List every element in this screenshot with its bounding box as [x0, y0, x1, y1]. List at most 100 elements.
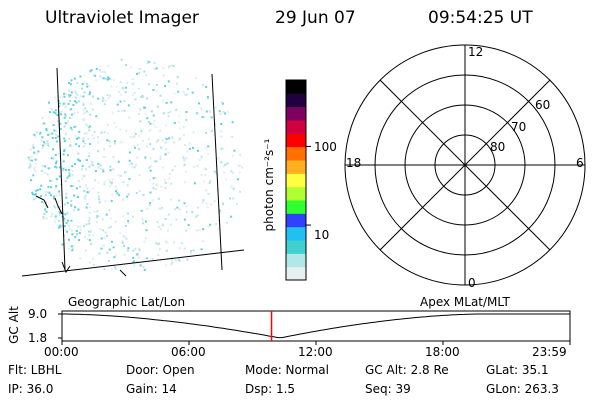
emission-pixel — [32, 146, 35, 149]
emission-pixel — [115, 85, 118, 88]
emission-pixel — [45, 201, 48, 204]
emission-pixel — [112, 246, 115, 249]
colorbar-block — [286, 186, 306, 201]
emission-pixel — [106, 78, 109, 81]
emission-pixel — [106, 124, 109, 127]
emission-pixel — [123, 109, 126, 112]
emission-pixel — [65, 196, 68, 199]
emission-pixel — [82, 103, 85, 106]
emission-pixel — [207, 97, 210, 100]
emission-pixel — [45, 128, 48, 130]
emission-pixel — [103, 236, 106, 239]
emission-pixel — [63, 217, 66, 220]
emission-pixel — [97, 97, 100, 100]
emission-pixel — [224, 178, 227, 181]
x-tick-label: 12:00 — [298, 345, 333, 359]
emission-pixel — [51, 137, 54, 139]
emission-pixel — [127, 222, 130, 225]
emission-pixel — [185, 229, 188, 232]
emission-pixel — [41, 201, 44, 204]
emission-pixel — [35, 131, 38, 134]
emission-pixel — [170, 101, 173, 104]
emission-pixel — [84, 132, 87, 135]
emission-pixel — [64, 168, 67, 171]
emission-pixel — [183, 159, 186, 162]
emission-pixel — [108, 178, 111, 181]
emission-pixel — [114, 266, 116, 269]
emission-pixel — [132, 136, 135, 138]
emission-pixel — [95, 67, 98, 70]
emission-pixel — [195, 215, 198, 218]
emission-pixel — [183, 218, 186, 221]
emission-pixel — [171, 169, 174, 172]
emission-pixel — [183, 202, 186, 205]
emission-pixel — [159, 94, 162, 97]
emission-pixel — [40, 169, 43, 172]
emission-pixel — [78, 100, 81, 103]
emission-pixel — [182, 156, 185, 159]
emission-pixel — [138, 190, 141, 193]
emission-pixel — [221, 201, 224, 204]
emission-pixel — [29, 159, 32, 162]
emission-pixel — [161, 166, 164, 169]
emission-pixel — [149, 201, 152, 204]
emission-pixel — [83, 81, 86, 84]
emission-pixel — [137, 87, 140, 90]
emission-pixel — [111, 240, 113, 243]
emission-pixel — [30, 155, 33, 158]
emission-pixel — [47, 145, 50, 148]
emission-pixel — [126, 184, 129, 187]
geographic-label: Geographic Lat/Lon — [68, 295, 186, 309]
emission-pixel — [230, 185, 233, 188]
emission-pixel — [116, 103, 119, 106]
emission-pixel — [205, 147, 208, 150]
emission-pixel — [54, 109, 57, 112]
emission-pixel — [171, 136, 174, 139]
emission-pixel — [123, 171, 126, 174]
mlt-label-18: 18 — [346, 156, 362, 170]
emission-pixel — [165, 138, 168, 141]
emission-pixel — [152, 89, 155, 91]
emission-pixel — [70, 203, 73, 206]
polar-diagonal — [379, 79, 551, 251]
emission-pixel — [45, 191, 48, 193]
emission-pixel — [172, 65, 175, 68]
emission-pixel — [151, 257, 154, 260]
emission-pixel — [98, 252, 101, 255]
emission-pixel — [60, 113, 63, 116]
emission-pixel — [164, 137, 167, 139]
emission-pixel — [119, 128, 122, 131]
emission-pixel — [203, 180, 206, 183]
emission-pixel — [143, 240, 146, 243]
emission-pixel — [181, 242, 184, 245]
emission-pixel — [102, 229, 105, 232]
emission-pixel — [44, 142, 47, 145]
emission-pixel — [86, 203, 89, 205]
mlt-label-0: 0 — [468, 276, 476, 290]
emission-pixel — [188, 142, 191, 145]
emission-pixel — [132, 261, 135, 264]
emission-pixel — [63, 92, 66, 95]
emission-pixel — [116, 192, 119, 195]
emission-pixel — [62, 169, 65, 172]
emission-pixel — [67, 247, 70, 250]
emission-pixel — [164, 178, 166, 181]
emission-pixel — [161, 224, 164, 227]
emission-pixel — [88, 129, 91, 132]
emission-pixel — [46, 144, 49, 146]
emission-pixel — [147, 61, 150, 64]
emission-pixel — [174, 165, 177, 168]
emission-pixel — [154, 125, 157, 128]
emission-pixel — [164, 142, 167, 145]
emission-pixel — [149, 143, 152, 146]
emission-pixel — [224, 163, 227, 166]
emission-pixel — [98, 198, 101, 201]
emission-pixel — [173, 92, 176, 95]
emission-pixel — [81, 168, 84, 171]
emission-pixel — [54, 165, 57, 168]
emission-pixel — [74, 90, 77, 93]
emission-pixel — [205, 85, 208, 88]
emission-pixel — [156, 105, 159, 108]
dsp-status: Dsp: 1.5 — [245, 382, 296, 396]
emission-pixel — [71, 247, 74, 250]
